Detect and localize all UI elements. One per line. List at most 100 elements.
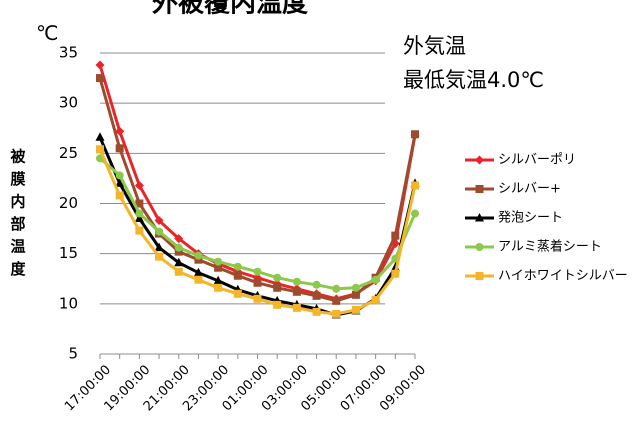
series-5 (96, 145, 419, 318)
series-1 (95, 60, 420, 304)
annotation-group: 外気温 最低気温4.0℃ (403, 34, 544, 92)
data-point (273, 273, 282, 282)
data-point (273, 283, 282, 292)
y-tick-label: 30 (59, 94, 78, 112)
legend-label: 発泡シート (498, 211, 563, 226)
data-point (155, 227, 164, 236)
y-axis-label-char: 膜 (10, 170, 25, 188)
data-point (135, 199, 144, 208)
legend-item: シルバーポリ (465, 153, 576, 168)
data-point (292, 277, 301, 286)
y-tick-label: 35 (59, 44, 78, 62)
data-point (411, 130, 419, 139)
data-point (154, 242, 164, 252)
data-point (174, 267, 183, 276)
x-tick-labels: 17:00:0019:00:0021:00:0023:00:0001:00:00… (62, 362, 429, 414)
data-point (213, 275, 223, 285)
data-point (174, 234, 184, 244)
data-point (233, 262, 242, 271)
series-line (98, 136, 417, 317)
data-point (214, 283, 223, 292)
y-tick-label: 10 (59, 294, 78, 312)
series-4 (96, 154, 419, 293)
data-point (115, 144, 124, 153)
chart-title: 外被覆内温度 (152, 0, 308, 19)
annotation-line-1: 外気温 (403, 34, 466, 58)
data-point (411, 209, 419, 218)
chart-title-group: 外被覆内温度 (152, 0, 308, 19)
data-point (95, 60, 105, 70)
legend-item: 発泡シート (465, 211, 563, 226)
data-point (371, 295, 380, 304)
y-tick-label: 20 (59, 194, 78, 212)
legend-item: アルミ蒸着シート (465, 239, 602, 255)
y-tick-label: 5 (68, 345, 78, 363)
legend-item: シルバー+ (465, 182, 561, 197)
data-point (174, 257, 184, 267)
gridlines (100, 52, 385, 305)
data-point (332, 296, 341, 305)
data-point (135, 226, 144, 235)
series-3 (95, 132, 420, 319)
data-point (115, 178, 125, 187)
annotation-line-2: 最低気温4.0℃ (403, 68, 544, 92)
series-line (98, 64, 417, 301)
data-point (351, 290, 360, 299)
data-point (253, 267, 262, 276)
legend-swatch-marker (475, 213, 484, 222)
data-point (134, 213, 144, 223)
data-point (135, 209, 144, 218)
y-tick-labels: 5 10 15 20 25 30 35 (59, 44, 78, 363)
data-point (351, 283, 360, 292)
data-point (214, 257, 223, 266)
data-point (115, 126, 125, 136)
legend-label: シルバー+ (498, 182, 561, 197)
data-point (95, 132, 105, 141)
y-axis-label-char: 内 (10, 193, 25, 211)
data-point (174, 243, 183, 252)
data-point (273, 300, 282, 309)
data-point (154, 216, 164, 226)
data-point (312, 280, 321, 289)
data-point (332, 309, 341, 318)
data-point (115, 171, 124, 180)
series-group (95, 60, 420, 319)
data-point (96, 74, 104, 83)
legend-swatch-marker (475, 155, 484, 165)
y-axis-label-char: 度 (10, 260, 26, 278)
legend-swatch-marker (475, 185, 484, 193)
legend-label: ハイホワイトシルバー (498, 269, 628, 284)
data-point (194, 255, 203, 264)
data-point (253, 294, 262, 303)
legend-swatch-marker (475, 272, 484, 280)
data-point (391, 231, 400, 240)
data-point (194, 251, 203, 260)
data-point (174, 247, 183, 256)
legend-item: ハイホワイトシルバー (465, 269, 628, 284)
series-line (98, 77, 417, 303)
data-point (233, 289, 242, 298)
unit-label: ℃ (36, 21, 58, 45)
data-point (193, 267, 203, 277)
data-point (391, 269, 400, 278)
data-point (292, 287, 301, 296)
data-point (214, 263, 223, 272)
data-point (312, 307, 321, 316)
legend-label: シルバーポリ (498, 153, 576, 168)
data-point (292, 303, 301, 312)
data-point (371, 275, 380, 284)
data-point (233, 271, 242, 280)
data-point (253, 278, 262, 287)
y-axis-label-char: 部 (10, 215, 25, 233)
data-point (96, 145, 104, 154)
legend-label: アルミ蒸着シート (498, 239, 602, 255)
data-point (351, 305, 360, 314)
legend-swatch-marker (475, 243, 484, 251)
data-point (332, 284, 341, 293)
data-point (134, 180, 144, 190)
data-point (115, 191, 124, 200)
x-axis (99, 353, 416, 359)
